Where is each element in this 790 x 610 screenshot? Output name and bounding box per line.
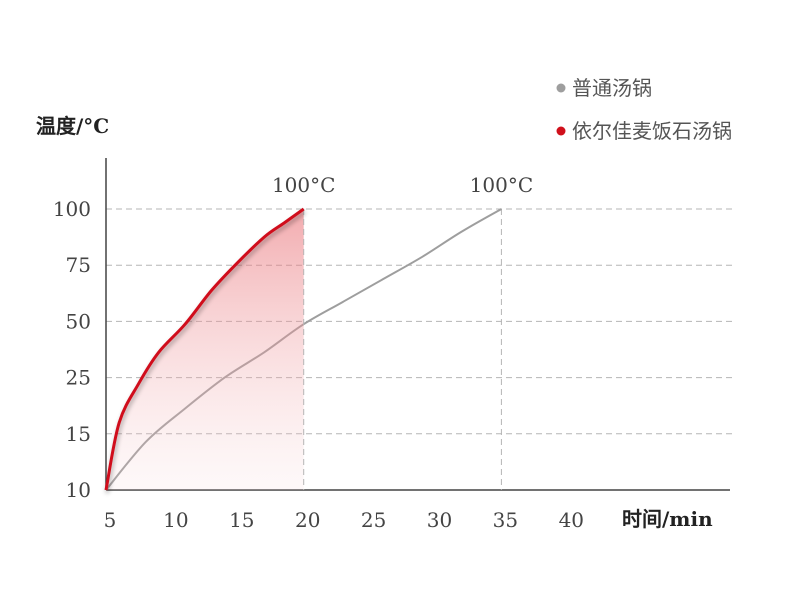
legend-label-stone-pot: 依尔佳麦饭石汤锅: [572, 119, 732, 143]
x-tick-label: 10: [163, 508, 188, 532]
x-tick-label: 40: [559, 508, 584, 532]
x-axis-label: 时间/min: [622, 507, 713, 531]
x-tick-label: 35: [493, 508, 518, 532]
y-tick-label: 15: [66, 422, 91, 446]
peak-label-stone-pot: 100°C: [272, 173, 335, 197]
y-tick-label: 50: [66, 309, 91, 333]
x-tick-label: 30: [427, 508, 452, 532]
x-tick-label: 20: [295, 508, 320, 532]
x-tick-labels: 5 10 15 20 25 30 35 40: [104, 508, 584, 532]
legend: 普通汤锅 依尔佳麦饭石汤锅: [556, 76, 732, 143]
series-layer: [104, 207, 502, 491]
legend-label-normal-pot: 普通汤锅: [572, 76, 652, 100]
x-tick-label: 5: [104, 508, 117, 532]
legend-marker-stone-pot: [556, 126, 566, 136]
y-tick-label: 25: [66, 366, 91, 390]
series-line-stone-pot: [104, 207, 305, 491]
legend-marker-normal-pot: [556, 83, 566, 93]
y-tick-labels: 10 15 25 50 75 100: [53, 197, 91, 502]
x-tick-label: 15: [229, 508, 254, 532]
y-tick-label: 100: [53, 197, 91, 221]
y-axis-label: 温度/°C: [36, 114, 109, 138]
y-tick-label: 10: [66, 478, 91, 502]
series-area-stone-pot: [106, 209, 304, 490]
x-tick-label: 25: [361, 508, 386, 532]
peak-label-normal-pot: 100°C: [470, 173, 533, 197]
y-tick-label: 75: [66, 253, 91, 277]
